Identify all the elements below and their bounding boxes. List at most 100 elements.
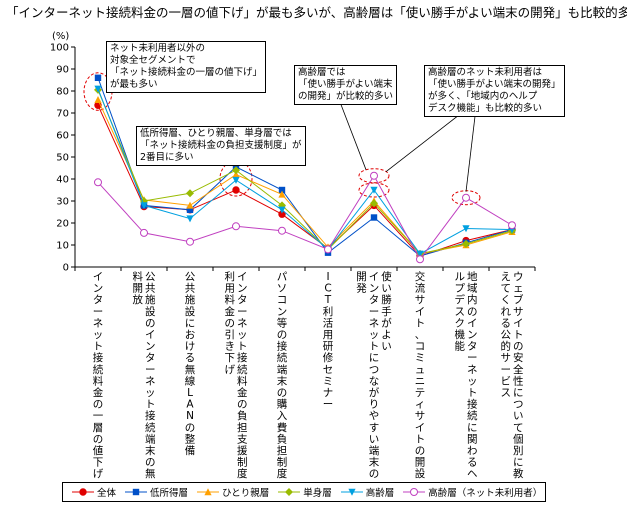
legend-item: 高齢層（ネット未利用者） <box>403 485 542 499</box>
category-glyph: ト <box>145 399 156 411</box>
category-glyph: 手 <box>381 305 392 318</box>
category-glyph: ト <box>415 433 426 445</box>
legend-item: ひとり親層 <box>197 485 269 499</box>
category-glyph: く <box>501 294 512 306</box>
category-glyph: ー <box>467 352 478 364</box>
category-glyph: ミ <box>323 375 334 387</box>
legend-swatch-marker <box>204 488 212 496</box>
category-glyph: 接 <box>145 409 156 422</box>
category-glyph: す <box>369 422 380 434</box>
category-glyph: 支 <box>237 433 248 445</box>
category-glyph: 整 <box>185 432 196 445</box>
category-glyph: 料 <box>225 293 236 306</box>
category-glyph: 接 <box>237 351 248 364</box>
category-glyph: 公 <box>145 271 156 283</box>
category-glyph: 費 <box>277 421 288 434</box>
y-tick-label: 80 <box>56 87 69 98</box>
category-glyph: プ <box>455 283 466 295</box>
data-point <box>370 199 378 208</box>
category-glyph: 負 <box>277 433 288 445</box>
category-glyph: 金 <box>225 305 236 318</box>
y-axis-unit-label: (%) <box>52 31 69 42</box>
category-glyph: 料 <box>133 270 144 283</box>
category-glyph: ト <box>467 387 478 399</box>
category-glyph: 勝 <box>381 293 392 306</box>
category-glyph: ウ <box>513 271 524 283</box>
category-glyph: 無 <box>145 467 156 480</box>
annotation-callout-support-system: 低所得層、ひとり親層、単身層では 「ネット接続料金の負担支援制度」が 2番目に多… <box>136 126 306 166</box>
category-glyph: 接 <box>277 340 288 353</box>
category-glyph: の <box>185 422 196 434</box>
category-glyph: れ <box>501 306 512 318</box>
category-glyph: 層 <box>93 422 104 434</box>
data-point <box>94 74 102 81</box>
category-glyph: り <box>369 399 380 411</box>
category-glyph: の <box>93 433 104 445</box>
category-glyph: 下 <box>225 352 236 364</box>
series-line <box>97 105 513 257</box>
category-glyph: ネ <box>467 364 478 376</box>
category-glyph: イ <box>93 271 104 283</box>
category-glyph: ソ <box>277 283 288 295</box>
category-glyph: 担 <box>277 445 288 457</box>
data-point <box>278 206 286 214</box>
data-point <box>370 186 378 194</box>
data-point <box>232 170 240 178</box>
x-category-label: インターネット接続料金の一層の値下げ <box>93 271 104 480</box>
category-glyph: ン <box>369 283 380 295</box>
category-glyph: つ <box>369 364 380 376</box>
category-glyph: 続 <box>237 363 248 376</box>
category-glyph: イ <box>467 317 478 329</box>
category-glyph: ク <box>455 317 466 329</box>
category-glyph: 機 <box>455 328 466 341</box>
category-glyph: の <box>467 306 478 318</box>
category-glyph: 担 <box>237 422 248 434</box>
legend-swatch-marker <box>285 488 294 496</box>
category-glyph: ッ <box>237 329 248 341</box>
category-glyph: イ <box>145 329 156 341</box>
category-glyph: タ <box>93 294 104 306</box>
legend: 全体 低所得層 ひとり親層 単身層 高齢層 高齢層（ネット未利用者） <box>62 482 546 502</box>
category-glyph: わ <box>467 445 478 457</box>
category-glyph: ェ <box>513 283 524 295</box>
category-glyph: 制 <box>237 456 248 469</box>
category-glyph: の <box>277 329 288 341</box>
category-glyph: パ <box>277 271 288 283</box>
category-glyph: ヘ <box>467 468 478 480</box>
category-glyph: 能 <box>455 340 466 353</box>
category-glyph: 援 <box>237 444 248 457</box>
y-tick-label: 30 <box>56 197 69 208</box>
category-glyph: 開 <box>133 283 144 295</box>
category-glyph: 度 <box>237 467 248 480</box>
callout-connectors <box>107 60 477 192</box>
category-glyph: 開 <box>356 271 367 283</box>
category-glyph: T <box>324 294 332 306</box>
category-glyph: 的 <box>501 340 512 353</box>
data-point <box>416 255 424 264</box>
category-glyph: ッ <box>145 387 156 399</box>
annotation-callout-all-segments: ネット未利用者以外の 対象全セグメントで 「ネット接続料金の一層の値下げ」 が最… <box>106 41 267 93</box>
category-glyph: ネ <box>369 317 380 329</box>
data-point <box>186 215 194 223</box>
category-glyph: サ <box>415 410 426 422</box>
legend-swatch <box>197 488 220 496</box>
category-glyph: 公 <box>185 271 196 283</box>
category-glyph: サ <box>513 306 524 318</box>
legend-label: 高齢層（ネット未利用者） <box>428 488 543 499</box>
category-glyph: 設 <box>145 305 156 318</box>
y-tick-label: 70 <box>56 109 69 120</box>
category-glyph: の <box>93 399 104 411</box>
category-glyph: 端 <box>145 432 156 445</box>
data-point <box>140 228 148 237</box>
category-glyph: デ <box>455 293 466 306</box>
category-glyph: る <box>467 457 478 469</box>
category-glyph: 関 <box>467 433 478 445</box>
category-glyph: ン <box>467 329 478 341</box>
category-glyph: C <box>324 283 331 295</box>
category-glyph: 引 <box>225 328 236 341</box>
